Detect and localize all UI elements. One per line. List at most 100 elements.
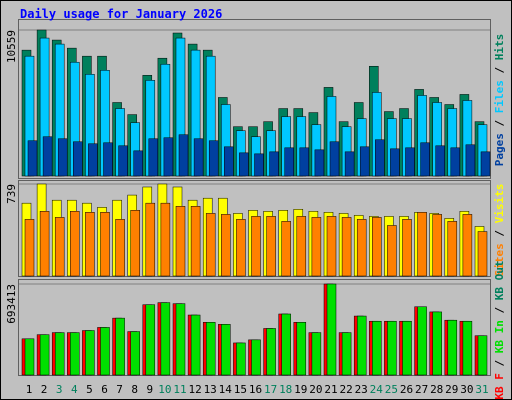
- panel-frame: [18, 180, 491, 277]
- x-tick-label: 3: [56, 383, 63, 396]
- legend-entry: KB Out: [493, 260, 506, 300]
- legend-separator: /: [493, 353, 506, 373]
- x-tick-label: 20: [309, 383, 322, 396]
- x-tick-label: 28: [430, 383, 443, 396]
- bar: [447, 221, 458, 277]
- bar: [160, 202, 171, 277]
- bar: [190, 206, 201, 277]
- x-tick-label: 17: [264, 383, 277, 396]
- bar: [341, 332, 352, 376]
- bar: [450, 147, 461, 177]
- x-tick-label: 18: [279, 383, 292, 396]
- bar: [27, 140, 38, 177]
- x-tick-label: 10: [158, 383, 171, 396]
- x-tick-label: 8: [131, 383, 138, 396]
- bar: [402, 320, 412, 376]
- bar: [417, 306, 427, 376]
- x-tick-label: 15: [234, 383, 247, 396]
- bar: [115, 219, 125, 277]
- bar: [296, 322, 307, 376]
- bar: [390, 148, 400, 177]
- bar: [341, 217, 352, 277]
- legend-entry: Visits: [493, 184, 506, 224]
- bar: [24, 219, 35, 277]
- bar: [145, 202, 156, 277]
- bar: [133, 150, 143, 177]
- bar: [193, 138, 204, 177]
- legend-entry: Hits: [493, 34, 506, 61]
- bar: [130, 210, 140, 277]
- bar: [205, 213, 216, 277]
- legend-entry: Files: [493, 80, 506, 113]
- bar: [163, 137, 174, 177]
- bar: [236, 342, 246, 376]
- bar: [100, 327, 110, 376]
- bar: [477, 231, 488, 277]
- bar: [372, 320, 382, 376]
- bar: [329, 141, 340, 177]
- bar: [251, 216, 261, 277]
- bar: [266, 216, 276, 277]
- panel-frame: [18, 279, 491, 376]
- bar: [70, 332, 80, 376]
- bar: [115, 317, 125, 376]
- legend-separator: /: [493, 223, 506, 243]
- bar: [311, 332, 322, 376]
- bar: [88, 143, 98, 177]
- bar: [296, 216, 307, 277]
- x-tick-label: 13: [204, 383, 217, 396]
- legend-entry: Pages: [493, 133, 506, 166]
- bar: [284, 147, 294, 177]
- x-tick-label: 27: [415, 383, 428, 396]
- bar: [480, 151, 491, 177]
- x-tick-label: 21: [324, 383, 337, 396]
- legend-entry: KB F: [493, 373, 506, 400]
- x-tick-label: 29: [445, 383, 458, 396]
- bar: [118, 145, 128, 177]
- bar: [477, 335, 488, 376]
- bar: [281, 221, 291, 277]
- bar: [251, 339, 261, 376]
- bar: [462, 320, 473, 376]
- x-tick-label: 9: [146, 383, 153, 396]
- bar: [326, 283, 337, 376]
- legend-separator: /: [493, 300, 506, 320]
- bar: [432, 311, 442, 376]
- y-tick-label: 739: [5, 184, 18, 204]
- x-tick-label: 19: [294, 383, 307, 396]
- bar: [387, 320, 397, 376]
- y-tick-label: 693413: [5, 284, 18, 324]
- bar: [73, 141, 83, 177]
- bar: [356, 219, 367, 277]
- bar: [70, 211, 80, 277]
- bar: [39, 211, 50, 277]
- bar: [311, 217, 322, 277]
- x-tick-label: 31: [475, 383, 488, 396]
- bar: [130, 331, 140, 376]
- legend-entry: Sites: [493, 243, 506, 276]
- x-tick-label: 24: [370, 383, 384, 396]
- bar: [205, 322, 216, 376]
- panel-frame: [18, 19, 491, 179]
- bar: [239, 152, 249, 177]
- bar: [145, 304, 156, 376]
- bar: [160, 302, 171, 376]
- bar: [175, 206, 186, 277]
- bar: [42, 136, 53, 177]
- x-tick-label: 2: [41, 383, 48, 396]
- bar: [420, 142, 430, 177]
- x-tick-label: 5: [86, 383, 93, 396]
- bar: [224, 146, 234, 177]
- bar: [435, 145, 445, 177]
- bar: [103, 142, 113, 177]
- bar: [175, 303, 186, 376]
- y-tick-label: 10559: [5, 30, 18, 63]
- x-tick-label: 25: [385, 383, 398, 396]
- x-tick-label: 6: [101, 383, 108, 396]
- bar: [190, 314, 201, 376]
- bar: [326, 216, 337, 277]
- bar: [356, 315, 367, 376]
- x-tick-label: 30: [460, 383, 473, 396]
- bar: [57, 138, 68, 177]
- bar: [402, 219, 412, 277]
